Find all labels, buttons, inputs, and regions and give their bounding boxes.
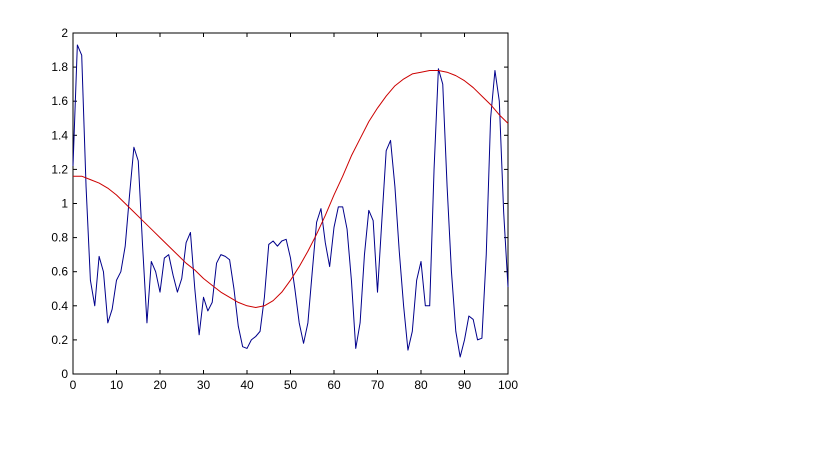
axis-ticks: 0 10 20 30 40 50 60 70 80 90 100 0 0.2 0.4 0.6 0.8 1 1.2 1… — [51, 26, 518, 392]
plot-area — [72, 32, 509, 375]
x-tick-label: 80 — [414, 378, 428, 392]
y-tick-label: 1.4 — [51, 128, 68, 142]
x-tick-label: 10 — [110, 378, 124, 392]
series-layer — [72, 44, 509, 358]
y-tick-label: 0.4 — [51, 299, 68, 313]
y-tick-label: 1.6 — [51, 94, 68, 108]
y-tick-label: 2 — [61, 26, 68, 40]
series-line-blue — [72, 44, 509, 358]
x-tick-label: 70 — [371, 378, 385, 392]
y-tick-label: 0.6 — [51, 265, 68, 279]
x-tick-label: 30 — [197, 378, 211, 392]
x-tick-label: 20 — [153, 378, 167, 392]
y-tick-label: 0 — [61, 367, 68, 381]
x-tick-label: 60 — [327, 378, 341, 392]
x-tick-label: 90 — [458, 378, 472, 392]
x-tick-label: 100 — [498, 378, 518, 392]
x-tick-label: 0 — [70, 378, 77, 392]
y-tick-label: 1.2 — [51, 162, 68, 176]
series-line-red — [73, 70, 509, 308]
y-tick-label: 1.8 — [51, 60, 68, 74]
y-tick-label: 1 — [61, 197, 68, 211]
x-tick-label: 40 — [240, 378, 254, 392]
y-tick-label: 0.2 — [51, 333, 68, 347]
x-tick-label: 50 — [284, 378, 298, 392]
y-tick-label: 0.8 — [51, 231, 68, 245]
